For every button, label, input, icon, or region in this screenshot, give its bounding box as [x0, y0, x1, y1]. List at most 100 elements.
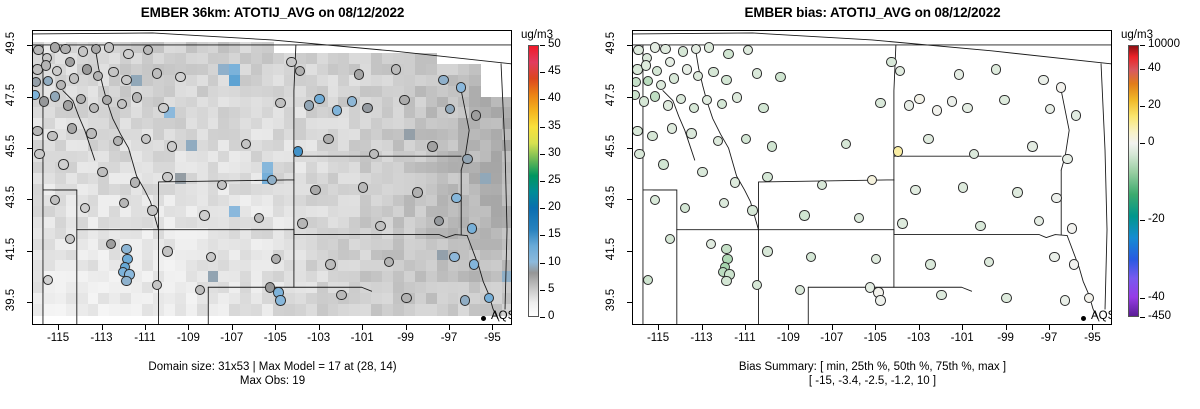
station-marker[interactable] — [740, 133, 752, 144]
station-marker[interactable] — [462, 154, 473, 165]
station-marker[interactable] — [123, 48, 134, 60]
station-marker[interactable] — [682, 64, 693, 75]
station-marker[interactable] — [438, 74, 449, 85]
station-marker[interactable] — [199, 210, 210, 221]
station-marker[interactable] — [49, 91, 60, 102]
station-marker[interactable] — [64, 233, 76, 244]
plot-area-bias[interactable]: AQS — [632, 30, 1112, 325]
station-marker[interactable] — [390, 64, 401, 75]
station-marker[interactable] — [640, 60, 652, 71]
station-marker[interactable] — [253, 213, 265, 224]
station-marker[interactable] — [86, 128, 97, 139]
station-marker[interactable] — [747, 205, 758, 216]
station-marker[interactable] — [121, 74, 132, 85]
station-marker[interactable] — [664, 56, 676, 67]
station-marker[interactable] — [712, 136, 723, 147]
station-marker[interactable] — [721, 74, 732, 85]
station-marker[interactable] — [40, 60, 52, 71]
station-marker[interactable] — [1055, 82, 1067, 93]
station-marker[interactable] — [925, 259, 936, 270]
station-marker[interactable] — [871, 254, 882, 265]
station-marker[interactable] — [375, 220, 386, 232]
station-marker[interactable] — [468, 259, 480, 270]
station-marker[interactable] — [719, 197, 730, 209]
station-marker[interactable] — [656, 79, 667, 91]
station-marker[interactable] — [470, 110, 482, 121]
station-marker[interactable] — [910, 184, 921, 196]
station-marker[interactable] — [121, 243, 132, 255]
station-marker[interactable] — [33, 45, 44, 56]
station-marker[interactable] — [38, 96, 50, 107]
station-marker[interactable] — [292, 146, 304, 157]
station-marker[interactable] — [331, 105, 343, 116]
station-marker[interactable] — [758, 102, 769, 114]
station-marker[interactable] — [294, 65, 306, 76]
station-marker[interactable] — [633, 45, 644, 56]
station-marker[interactable] — [158, 102, 169, 114]
station-marker[interactable] — [853, 213, 865, 224]
station-marker[interactable] — [762, 246, 773, 257]
station-marker[interactable] — [716, 98, 728, 110]
station-marker[interactable] — [886, 56, 897, 67]
station-marker[interactable] — [47, 130, 58, 142]
station-marker[interactable] — [399, 95, 410, 106]
station-marker[interactable] — [433, 215, 445, 227]
station-marker[interactable] — [34, 148, 45, 160]
station-marker[interactable] — [975, 220, 986, 232]
station-marker[interactable] — [362, 102, 373, 114]
station-marker[interactable] — [147, 205, 158, 216]
station-marker[interactable] — [60, 43, 71, 55]
station-marker[interactable] — [286, 56, 297, 67]
station-marker[interactable] — [69, 73, 80, 84]
station-marker[interactable] — [729, 177, 741, 188]
station-marker[interactable] — [1070, 110, 1082, 121]
station-marker[interactable] — [449, 251, 460, 262]
station-marker[interactable] — [751, 68, 762, 79]
station-marker[interactable] — [686, 128, 697, 139]
station-marker[interactable] — [401, 292, 412, 303]
station-marker[interactable] — [708, 66, 719, 78]
station-marker[interactable] — [875, 97, 886, 109]
station-marker[interactable] — [936, 290, 947, 301]
station-marker[interactable] — [1044, 104, 1056, 115]
plot-area-model[interactable]: AQS — [32, 30, 512, 325]
station-marker[interactable] — [795, 284, 806, 296]
station-marker[interactable] — [633, 125, 643, 137]
station-marker[interactable] — [705, 238, 717, 250]
station-marker[interactable] — [701, 95, 713, 106]
station-marker[interactable] — [675, 93, 686, 105]
station-marker[interactable] — [271, 254, 282, 265]
station-marker[interactable] — [62, 100, 73, 111]
station-marker[interactable] — [266, 174, 278, 185]
station-marker[interactable] — [66, 123, 78, 134]
station-marker[interactable] — [466, 223, 477, 234]
station-marker[interactable] — [353, 69, 364, 80]
station-marker[interactable] — [216, 179, 228, 191]
station-marker[interactable] — [444, 104, 456, 115]
station-marker[interactable] — [455, 82, 467, 93]
station-marker[interactable] — [866, 174, 878, 185]
station-marker[interactable] — [1001, 292, 1012, 303]
station-marker[interactable] — [56, 79, 67, 91]
station-marker[interactable] — [58, 159, 69, 170]
station-marker[interactable] — [1083, 292, 1095, 303]
station-marker[interactable] — [634, 148, 645, 160]
station-marker[interactable] — [205, 251, 217, 262]
station-marker[interactable] — [357, 182, 369, 193]
station-marker[interactable] — [897, 218, 908, 229]
station-marker[interactable] — [643, 274, 654, 286]
station-marker[interactable] — [651, 65, 663, 76]
station-marker[interactable] — [51, 65, 63, 76]
station-marker[interactable] — [97, 166, 108, 178]
station-marker[interactable] — [931, 105, 943, 116]
station-marker[interactable] — [751, 279, 762, 291]
station-marker[interactable] — [275, 97, 286, 109]
station-marker[interactable] — [660, 43, 671, 55]
station-marker[interactable] — [1049, 251, 1060, 262]
station-marker[interactable] — [692, 70, 704, 82]
station-marker[interactable] — [119, 197, 130, 209]
station-marker[interactable] — [703, 42, 715, 53]
station-marker[interactable] — [129, 177, 141, 188]
station-marker[interactable] — [649, 91, 660, 102]
station-marker[interactable] — [658, 159, 669, 170]
